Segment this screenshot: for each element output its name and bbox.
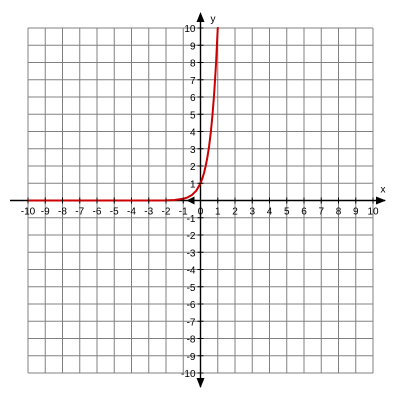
x-tick-label: 4 [267,207,273,218]
y-tick-label: 7 [190,76,196,87]
y-axis-label: y [211,14,216,25]
y-tick-label: 4 [190,128,196,139]
x-tick-label: -3 [144,207,153,218]
x-tick-label: -4 [127,207,136,218]
x-tick-label: 2 [232,207,238,218]
x-tick-label: 0 [198,207,204,218]
y-tick-label: 9 [190,41,196,52]
y-tick-label: -1 [187,214,196,225]
y-tick-label: -8 [187,335,196,346]
y-tick-label: 5 [190,110,196,121]
x-tick-label: -10 [21,207,36,218]
tick-labels: -10 -9 -8 -7 -6 -5 -4 -3 -2 -1 0 1 2 3 4 5 6 7 8 9 10-10-9-8… [21,24,379,380]
y-tick-label: 8 [190,59,196,70]
x-tick-label: 1 [215,207,221,218]
y-tick-label: 3 [190,145,196,156]
y-tick-label: -9 [187,352,196,363]
y-tick-label: 10 [184,24,196,35]
y-tick-label: -2 [187,231,196,242]
y-tick-label: -10 [181,369,196,380]
y-axis-up-arrow [196,12,205,22]
x-axis-right-arrow [376,196,386,205]
x-tick-label: 5 [284,207,290,218]
x-tick-label: 7 [318,207,324,218]
x-tick-label: -9 [41,207,50,218]
x-tick-label: -8 [58,207,67,218]
y-tick-label: -3 [187,248,196,259]
x-tick-label: -1 [179,207,188,218]
x-tick-label: -6 [93,207,102,218]
y-tick-label: 6 [190,93,196,104]
y-tick-label: 2 [190,162,196,173]
x-tick-label: 6 [301,207,307,218]
x-axis-left-arrow [186,196,195,205]
y-tick-label: -7 [187,317,196,328]
x-axis-label: x [381,185,386,196]
x-tick-label: -7 [75,207,84,218]
x-tick-label: 8 [336,207,342,218]
y-tick-label: -5 [187,283,196,294]
x-tick-label: 3 [249,207,255,218]
y-axis-down-arrow [196,378,205,388]
y-tick-label: -6 [187,300,196,311]
x-tick-label: -5 [110,207,119,218]
y-tick-label: -4 [187,266,196,277]
y-tick-label: 1 [190,179,196,190]
x-tick-label: 9 [353,207,359,218]
x-tick-label: 10 [367,207,379,218]
x-tick-label: -2 [162,207,171,218]
